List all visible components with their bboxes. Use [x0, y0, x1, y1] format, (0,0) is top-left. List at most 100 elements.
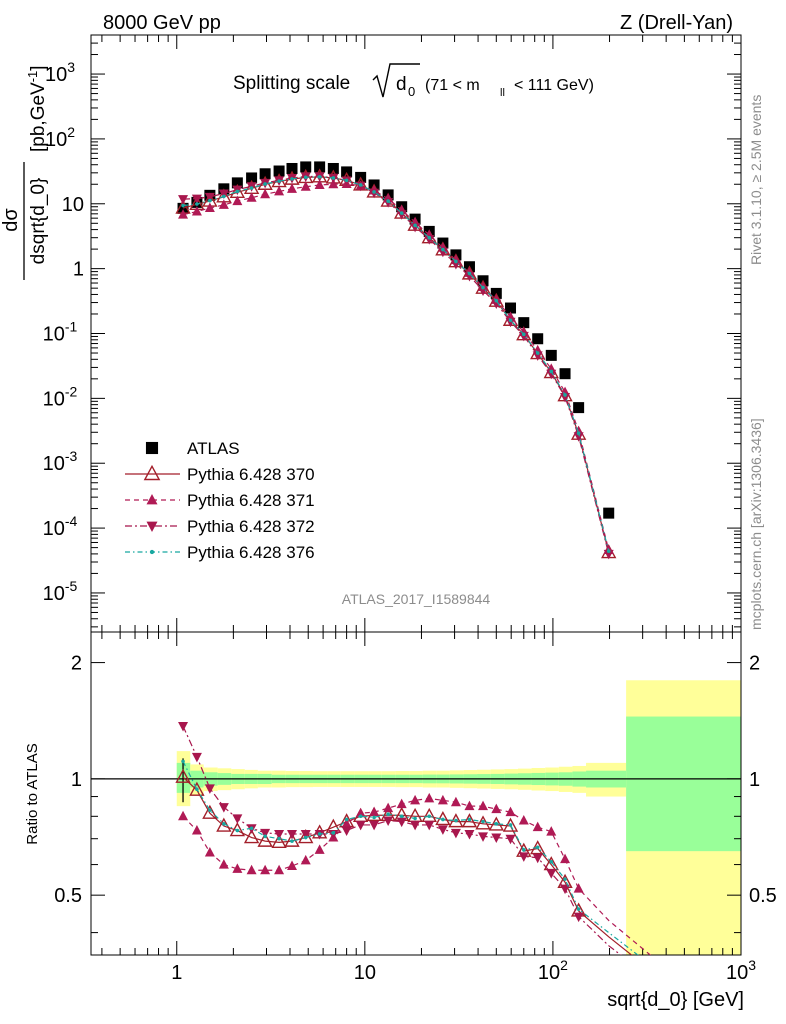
ratio-point	[396, 798, 407, 809]
legend-item-2: Pythia 6.428 371	[125, 491, 315, 510]
data-point	[231, 177, 243, 189]
ratio-point	[317, 832, 322, 836]
ratio-point	[535, 845, 540, 850]
y-tick-label-exp: -1	[65, 319, 78, 335]
legend-marker	[143, 464, 161, 481]
data-point	[232, 195, 243, 206]
y-tick-label: 10-3	[43, 448, 78, 475]
data-point	[204, 202, 215, 213]
ratio-series-pythia-6-428-376	[181, 759, 639, 955]
ratio-y-tick-label-left: 1	[71, 769, 82, 791]
ratio-point	[369, 820, 380, 831]
data-point	[300, 181, 311, 191]
ratio-point	[399, 814, 404, 819]
ratio-point	[491, 803, 502, 814]
data-point	[246, 192, 257, 202]
energy-label: 8000 GeV pp	[103, 12, 221, 34]
data-point	[505, 317, 516, 328]
data-point	[344, 178, 349, 183]
data-point	[546, 369, 557, 380]
ratio-point	[218, 859, 229, 869]
data-point	[532, 351, 543, 361]
ratio-point	[274, 829, 285, 840]
ratio-point	[437, 825, 448, 835]
ratio-series-pythia-6-428-371	[178, 792, 652, 955]
ratio-point	[505, 806, 516, 817]
data-point	[204, 192, 215, 203]
band-inner-31	[626, 716, 741, 852]
x-tick-label-exp: 2	[560, 957, 568, 973]
ratio-point	[369, 806, 380, 817]
data-point	[576, 431, 581, 436]
plot-title-prefix: Splitting scale	[233, 73, 350, 94]
ratio-point	[341, 818, 352, 828]
data-point	[300, 161, 312, 173]
ratio-ylabel: Ratio to ATLAS	[24, 743, 41, 844]
data-point	[532, 333, 544, 345]
ratio-point	[563, 877, 567, 881]
data-point	[545, 349, 557, 361]
ratio-point	[508, 823, 513, 827]
ratio-point	[232, 814, 243, 824]
ratio-point	[355, 820, 366, 831]
ratio-frame	[90, 631, 742, 956]
y-tick-label-base: 10	[43, 324, 65, 346]
ratio-point	[427, 814, 432, 819]
data-point	[559, 368, 571, 380]
data-point	[508, 318, 513, 323]
ratio-point	[450, 828, 461, 839]
ratio-point	[478, 832, 489, 842]
y-tick-label: 10-2	[43, 383, 78, 410]
ratio-point	[178, 722, 189, 732]
legend-marker	[146, 521, 158, 533]
ratio-point	[441, 817, 445, 822]
ratio-point	[573, 883, 584, 893]
data-point	[303, 175, 308, 180]
data-point	[290, 177, 294, 181]
ratio-y-tick-label-right: 1	[749, 769, 760, 791]
ratio-point	[560, 853, 571, 864]
ratio-point	[287, 829, 298, 840]
data-point	[372, 190, 376, 194]
ratio-point	[478, 800, 489, 811]
ratio-point	[204, 846, 215, 857]
ratio-point	[410, 820, 421, 831]
ratio-point	[274, 864, 285, 875]
ratio-point	[546, 869, 557, 879]
y-tick-label: 102	[45, 124, 75, 151]
x-tick-label-base: 10	[354, 962, 376, 984]
data-point	[549, 369, 554, 374]
y-tick-label-base: 10	[45, 129, 67, 151]
ylabel-units-text: [pb,GeV	[28, 82, 49, 152]
y-tick-label: 1	[73, 259, 84, 281]
data-point	[181, 203, 185, 208]
data-point	[424, 235, 435, 245]
legend-label: ATLAS	[187, 439, 240, 458]
ratio-y-tick-label-right: 2	[749, 653, 760, 675]
data-point	[450, 259, 461, 270]
legend-marker	[146, 493, 158, 505]
series-pythia-6-428-376	[181, 175, 611, 554]
data-point	[277, 179, 281, 183]
data-point	[273, 165, 285, 177]
ratio-line	[182, 761, 639, 955]
ratio-point	[383, 802, 394, 813]
main-plot	[175, 161, 617, 560]
ratio-y-tick-label-left: 0.5	[54, 885, 82, 907]
data-point	[331, 176, 336, 180]
data-point	[286, 162, 298, 174]
main-ylabel: dσ dsqrt{d_0} [pb,GeV-1]	[0, 65, 49, 280]
y-tick-label-exp: -4	[65, 513, 78, 529]
data-point	[249, 186, 254, 190]
ratio-point	[300, 829, 311, 840]
ratio-point	[232, 863, 243, 873]
ratio-point	[475, 815, 491, 830]
data-point	[427, 235, 432, 240]
y-tick-label: 103	[45, 59, 75, 86]
ratio-point	[383, 816, 394, 827]
ratio-point	[521, 848, 526, 852]
plot-title-cut-open: (71 < m	[425, 77, 480, 94]
legend-item-0: ATLAS	[145, 439, 240, 458]
